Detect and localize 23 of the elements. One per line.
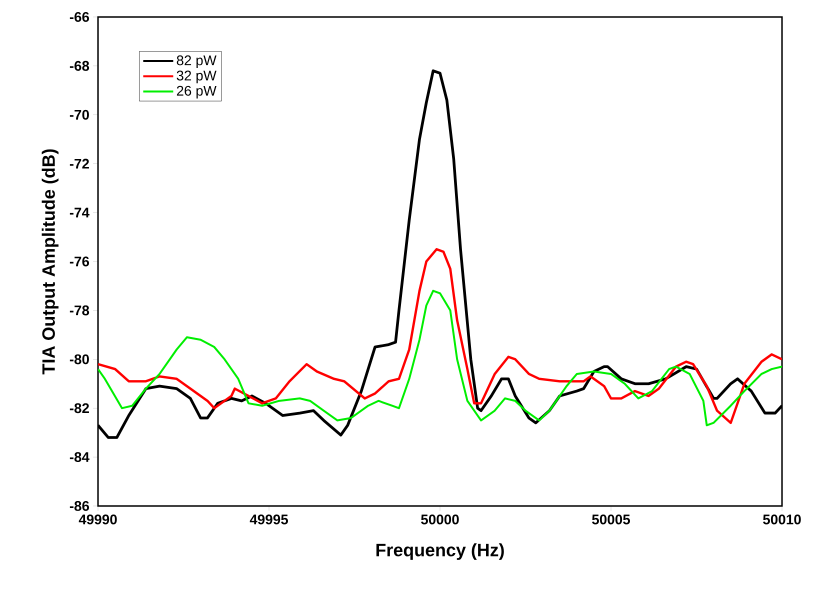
line-series bbox=[98, 290, 782, 426]
y-tick-label: -70 bbox=[70, 110, 89, 120]
x-tick-label: 49995 bbox=[250, 514, 288, 524]
y-tick-label: -66 bbox=[70, 12, 90, 22]
y-tick-label: -80 bbox=[70, 354, 89, 364]
line-series bbox=[98, 248, 782, 424]
x-tick-label: 50000 bbox=[421, 514, 459, 524]
x-tick-label: 50010 bbox=[763, 514, 801, 524]
y-tick-label: -72 bbox=[70, 158, 89, 169]
legend-label: 26 pW bbox=[176, 86, 216, 98]
y-tick-label: -68 bbox=[70, 60, 90, 71]
x-tick-label: 50005 bbox=[592, 514, 630, 524]
y-tick-label: -74 bbox=[70, 208, 90, 218]
y-tick-label: -84 bbox=[70, 452, 90, 462]
y-tick-label: -76 bbox=[70, 256, 90, 266]
y-tick-label: -82 bbox=[70, 403, 89, 414]
x-axis-title: Frequency (Hz) bbox=[376, 543, 504, 560]
y-tick-label: -78 bbox=[70, 305, 90, 316]
x-tick-label: 49990 bbox=[78, 514, 117, 524]
y-tick-label: -86 bbox=[70, 501, 90, 511]
legend-label: 32 pW bbox=[176, 70, 216, 84]
legend-label: 82 pW bbox=[176, 55, 216, 68]
y-axis-title: TIA Output Amplitude (dB) bbox=[42, 149, 58, 374]
